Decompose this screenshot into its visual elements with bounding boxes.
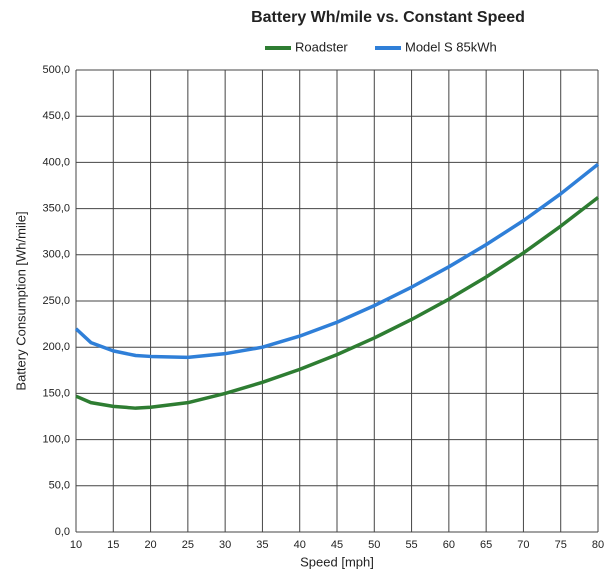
y-tick-label: 450,0 <box>42 110 70 122</box>
x-tick-label: 30 <box>219 539 231 551</box>
series-line <box>74 162 600 360</box>
y-tick-label: 400,0 <box>42 156 70 168</box>
y-tick-label: 350,0 <box>42 203 70 215</box>
y-tick-label: 500,0 <box>42 64 70 76</box>
legend-label: Model S 85kWh <box>405 39 497 54</box>
x-tick-label: 20 <box>144 539 156 551</box>
x-tick-label: 25 <box>182 539 194 551</box>
x-tick-label: 15 <box>107 539 119 551</box>
x-tick-label: 75 <box>555 539 567 551</box>
y-tick-label: 200,0 <box>42 341 70 353</box>
x-tick-label: 35 <box>256 539 268 551</box>
y-tick-label: 150,0 <box>42 387 70 399</box>
y-axis-title: Battery Consumption [Wh/mile] <box>13 211 28 390</box>
x-tick-label: 10 <box>70 539 82 551</box>
y-tick-label: 0,0 <box>55 526 70 538</box>
x-axis-title: Speed [mph] <box>300 554 374 569</box>
x-tick-label: 45 <box>331 539 343 551</box>
x-tick-label: 40 <box>294 539 306 551</box>
legend-label: Roadster <box>295 39 348 54</box>
x-tick-label: 60 <box>443 539 455 551</box>
x-tick-label: 80 <box>592 539 604 551</box>
x-tick-label: 70 <box>517 539 529 551</box>
x-tick-label: 50 <box>368 539 380 551</box>
y-tick-label: 250,0 <box>42 295 70 307</box>
y-tick-label: 300,0 <box>42 249 70 261</box>
chart-title: Battery Wh/mile vs. Constant Speed <box>251 9 525 26</box>
y-tick-label: 100,0 <box>42 434 70 446</box>
series-line <box>75 196 600 410</box>
y-tick-label: 50,0 <box>49 480 70 492</box>
x-tick-label: 55 <box>405 539 417 551</box>
x-tick-label: 65 <box>480 539 492 551</box>
